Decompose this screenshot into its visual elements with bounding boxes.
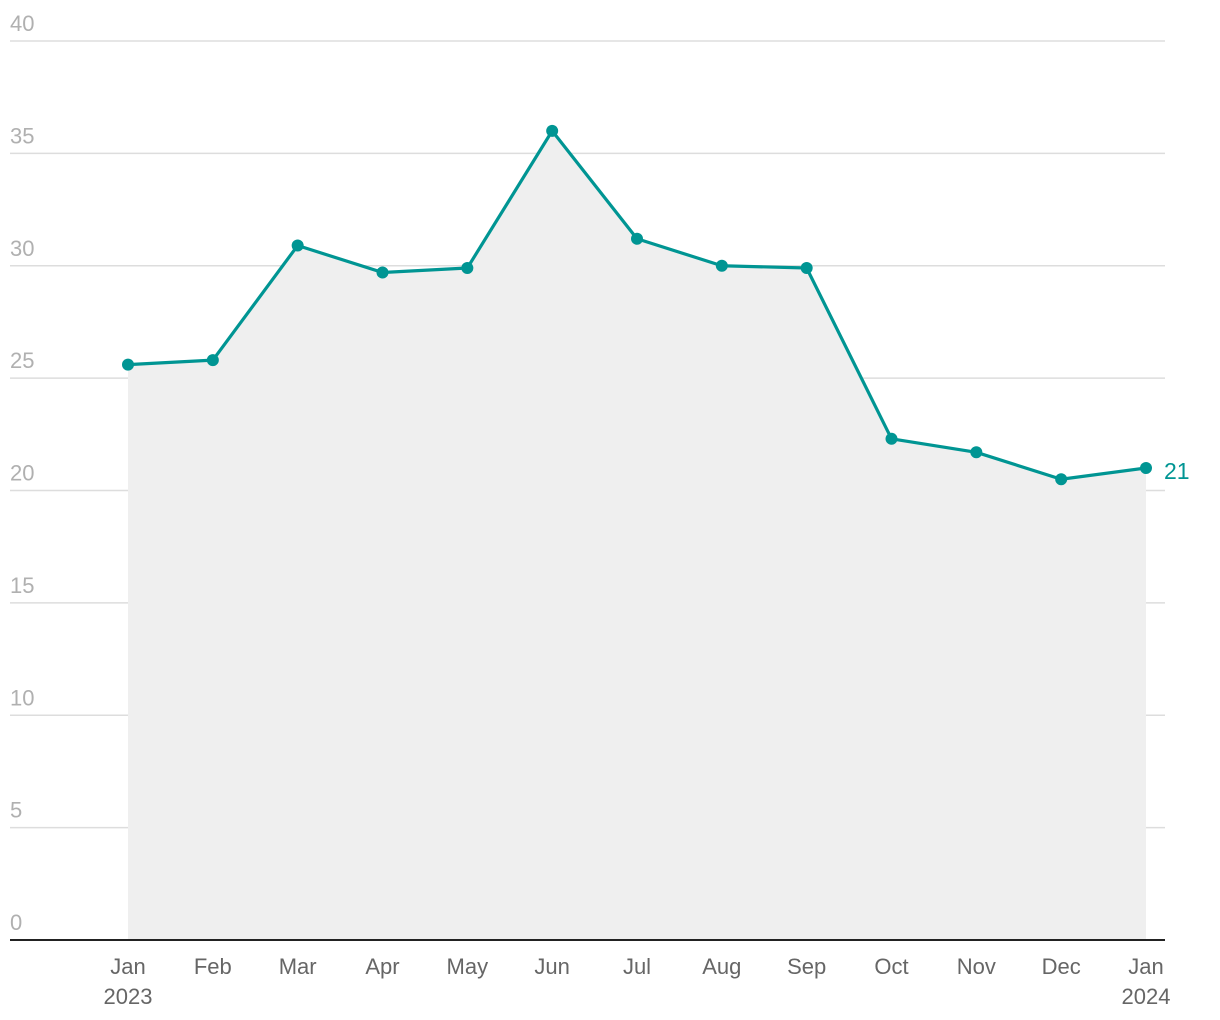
x-tick-label: Aug (702, 954, 741, 979)
x-axis-ticks: Jan 2023 Feb Mar Apr May Jun Jul Aug Sep Oct Nov Dec… (104, 954, 1171, 1009)
data-point (800, 261, 813, 274)
data-point (1140, 462, 1152, 475)
x-tick-label: Nov (957, 954, 996, 979)
x-tick-label: Sep (787, 954, 826, 979)
x-tick-year-label: 2023 (104, 984, 153, 1009)
data-point (291, 239, 304, 252)
data-point (631, 232, 643, 245)
data-point (885, 432, 898, 445)
data-point (546, 124, 559, 137)
x-tick-label: Jan (110, 954, 145, 979)
y-tick-label: 40 (10, 11, 34, 36)
end-value-label: 21 (1164, 458, 1190, 484)
x-tick-label: May (447, 954, 489, 979)
x-tick-label: Jan (1128, 954, 1163, 979)
y-tick-label: 20 (10, 461, 34, 486)
data-point (122, 358, 134, 371)
x-tick-label: Oct (874, 954, 908, 979)
y-tick-label: 5 (10, 798, 22, 823)
x-tick-year-label: 2024 (1122, 984, 1171, 1009)
x-tick-label: Jul (623, 954, 651, 979)
data-point (715, 259, 728, 272)
x-tick-label: Apr (365, 954, 399, 979)
data-point (461, 261, 474, 274)
y-tick-label: 0 (10, 910, 22, 935)
area-fill (128, 130, 1146, 940)
y-tick-label: 25 (10, 348, 34, 373)
data-point (206, 354, 219, 367)
data-point (1055, 473, 1068, 486)
y-tick-label: 30 (10, 236, 34, 261)
x-tick-label: Jun (534, 954, 569, 979)
data-point (376, 266, 389, 279)
x-tick-label: Dec (1042, 954, 1081, 979)
y-tick-label: 10 (10, 685, 34, 710)
data-points (122, 124, 1152, 486)
x-tick-label: Feb (194, 954, 232, 979)
y-axis-ticks: 0 5 10 15 20 25 30 35 40 (10, 11, 34, 935)
y-tick-label: 35 (10, 123, 34, 148)
y-tick-label: 15 (10, 573, 34, 598)
x-tick-label: Mar (279, 954, 317, 979)
data-point (970, 446, 983, 459)
